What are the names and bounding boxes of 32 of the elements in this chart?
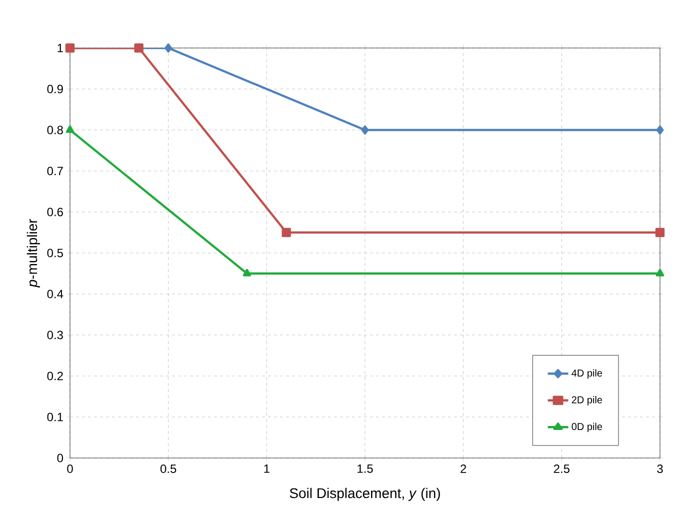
point	[655, 228, 665, 238]
y-tick-label: 0.9	[47, 84, 63, 94]
point	[242, 268, 252, 276]
point	[656, 125, 664, 135]
legend-label: 0D pile	[572, 422, 602, 432]
y-tick-label: 0.4	[47, 290, 64, 298]
y-tick-label: 0	[57, 454, 64, 462]
y-tick-label: 0.2	[47, 372, 63, 380]
x-tick-label: 0.5	[160, 464, 176, 474]
legend-label: 4D pile	[572, 369, 602, 379]
x-axis-title: Soil Displacement, y (in)	[290, 488, 440, 501]
y-tick-label: 0.7	[47, 166, 63, 176]
y-axis-title: p-multiplier	[26, 219, 40, 288]
y-tick-label: 0.6	[47, 208, 63, 216]
legend-label: 2D pile	[572, 396, 602, 406]
point	[361, 125, 369, 135]
point	[134, 43, 144, 53]
x-tick-label: 0	[67, 464, 73, 474]
x-tick-label: 1	[264, 464, 270, 473]
x-tick-label: 2.5	[554, 464, 570, 474]
x-tick-label: 1.5	[358, 464, 373, 473]
y-tick-label: 0.5	[47, 248, 63, 258]
y-tick-label: 0.1	[47, 412, 63, 422]
x-tick-label: 2	[460, 464, 466, 473]
y-tick-label: 0.3	[47, 330, 63, 340]
y-tick-label: 1	[58, 44, 63, 52]
point	[282, 228, 291, 238]
x-tick-label: 3	[657, 464, 663, 474]
point	[66, 125, 74, 133]
point	[656, 268, 664, 276]
y-tick-label: 0.8	[47, 126, 63, 134]
point	[164, 43, 172, 53]
